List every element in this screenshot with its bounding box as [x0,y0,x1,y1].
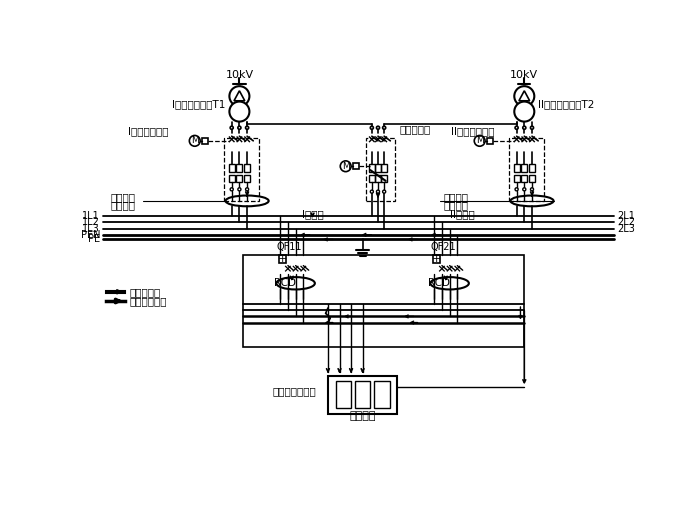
Text: QF11: QF11 [276,242,302,252]
Text: PE: PE [88,235,100,244]
Circle shape [514,102,534,122]
Text: 母联断路器: 母联断路器 [400,124,430,134]
Bar [369,164,375,172]
Bar [514,164,519,172]
Text: I段进线断路器: I段进线断路器 [127,127,168,137]
Circle shape [383,190,386,193]
Bar [336,381,351,408]
Circle shape [370,126,373,129]
Circle shape [515,188,518,191]
Bar [522,174,527,182]
Circle shape [238,126,241,129]
Circle shape [189,136,200,146]
Text: 接地故障: 接地故障 [444,192,468,202]
Text: QF21: QF21 [430,242,456,252]
Text: 中性线电流: 中性线电流 [130,287,160,297]
Text: +: + [432,254,441,264]
Text: 10kV: 10kV [225,70,253,80]
Bar [237,164,242,172]
Bar [375,174,381,182]
Circle shape [340,161,351,172]
Bar [355,381,370,408]
Text: 2L3: 2L3 [617,223,636,234]
Text: RCD: RCD [428,278,450,288]
Circle shape [523,188,526,191]
Text: I段母线: I段母线 [302,209,323,219]
Bar [224,138,260,201]
Circle shape [514,86,534,106]
Bar [375,164,381,172]
Text: M: M [476,136,484,145]
Circle shape [370,190,373,193]
Bar [486,138,493,144]
Text: 用电设备: 用电设备 [349,411,376,421]
Bar [381,164,387,172]
Bar [237,174,242,182]
Text: II段母线: II段母线 [450,209,475,219]
Circle shape [531,188,533,191]
Text: M: M [191,136,199,145]
Circle shape [377,126,379,129]
Text: 2L1: 2L1 [617,211,636,221]
Text: 接地故障电流: 接地故障电流 [130,296,167,306]
Circle shape [246,126,248,129]
Bar [514,174,519,182]
Text: 接地故障: 接地故障 [111,192,136,202]
Bar [522,164,527,172]
Text: II段电力变压器T2: II段电力变压器T2 [538,99,594,110]
Bar [369,174,375,182]
Text: 1L1: 1L1 [83,211,100,221]
Text: II段进线断路器: II段进线断路器 [452,127,495,137]
Bar [433,255,440,262]
Bar [229,174,234,182]
Circle shape [230,126,233,129]
Bar [244,164,250,172]
Text: 1L3: 1L3 [83,223,100,234]
Text: 单相接地故障点: 单相接地故障点 [272,386,316,396]
Circle shape [377,190,379,193]
Bar [381,174,387,182]
Bar [529,164,535,172]
Text: 2L2: 2L2 [617,218,636,228]
Circle shape [383,126,386,129]
Text: 电流检测: 电流检测 [444,200,468,210]
Text: +: + [278,254,287,264]
Bar [509,138,545,201]
Circle shape [230,102,249,122]
Bar [365,138,395,201]
Circle shape [238,188,241,191]
Circle shape [531,126,533,129]
Text: I段电力变压器T1: I段电力变压器T1 [172,99,225,110]
Circle shape [246,188,248,191]
Text: M: M [342,162,349,171]
Circle shape [230,188,233,191]
Text: PEN: PEN [80,230,100,240]
Bar [244,174,250,182]
Bar [328,376,398,414]
Text: RCD: RCD [274,278,296,288]
Bar [529,174,535,182]
Text: 电流检测: 电流检测 [111,200,136,210]
Circle shape [230,86,249,106]
Bar [353,163,359,169]
Text: 10kV: 10kV [510,70,538,80]
Text: 1L2: 1L2 [82,218,100,228]
Bar [374,381,389,408]
Bar [229,164,234,172]
Bar [279,255,286,262]
Circle shape [523,126,526,129]
Bar [244,255,524,347]
Bar [202,138,208,144]
Circle shape [475,136,485,146]
Circle shape [515,126,518,129]
